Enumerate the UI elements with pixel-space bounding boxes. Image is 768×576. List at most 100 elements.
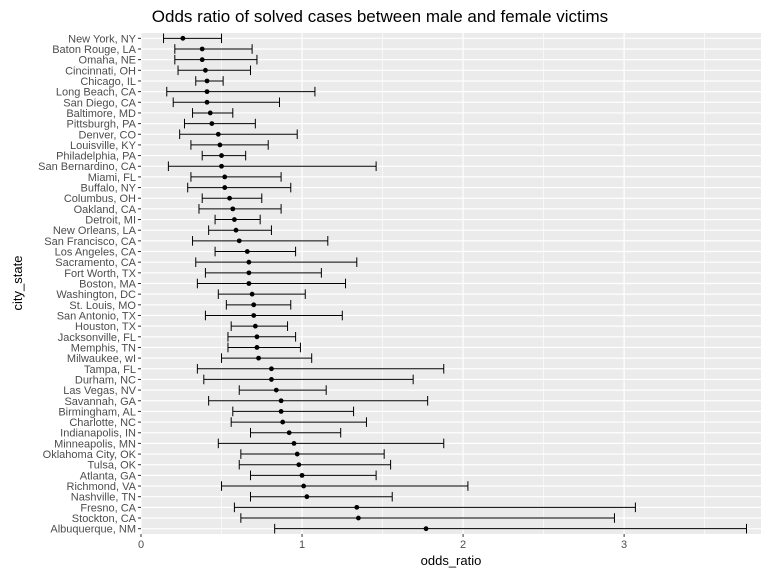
estimate-point <box>230 206 236 212</box>
x-tick-label: 0 <box>138 539 144 551</box>
estimate-point <box>254 345 260 350</box>
estimate-point <box>278 409 284 414</box>
y-tick-label: Omaha, NE <box>79 55 136 67</box>
estimate-point <box>180 35 186 41</box>
plot-marks <box>163 33 748 534</box>
y-tick-label: Birmingham, AL <box>58 406 136 418</box>
y-tick-label: San Diego, CA <box>63 97 136 109</box>
y-tick-label: Baltimore, MD <box>66 108 136 120</box>
y-tick-label: Jacksonville, FL <box>58 332 136 344</box>
estimate-point <box>251 313 257 318</box>
y-tick-label: Louisville, KY <box>70 140 137 152</box>
y-tick-label: Baton Rouge, LA <box>52 44 136 56</box>
estimate-point <box>219 163 224 169</box>
y-tick-label: New Orleans, LA <box>53 225 137 237</box>
estimate-point <box>215 131 221 137</box>
y-tick-label: Detroit, MI <box>85 215 136 227</box>
y-tick-label: Durham, NC <box>75 374 136 386</box>
estimate-point <box>199 57 205 63</box>
estimate-point <box>278 398 284 404</box>
estimate-point <box>296 462 302 468</box>
y-tick-label: Houston, TX <box>75 321 137 333</box>
estimate-point <box>207 110 213 116</box>
estimate-point <box>222 185 228 190</box>
y-tick-label: Long Beach, CA <box>56 87 137 99</box>
estimate-point <box>304 494 310 500</box>
x-axis: 0 1 2 3 <box>138 534 627 551</box>
estimate-point <box>294 451 300 457</box>
estimate-point <box>291 440 297 446</box>
estimate-point <box>227 195 232 201</box>
estimate-point <box>354 504 360 510</box>
estimate-point <box>301 483 307 489</box>
y-tick-label: Richmond, VA <box>67 481 137 493</box>
estimate-point <box>269 366 274 372</box>
y-tick-label: St. Louis, MO <box>69 300 136 312</box>
estimate-point <box>232 217 237 222</box>
y-tick-label: Fresno, CA <box>80 502 136 514</box>
y-tick-label: Savannah, GA <box>64 396 136 408</box>
y-tick-label: Buffalo, NY <box>81 183 137 195</box>
y-tick-label: San Francisco, CA <box>44 236 136 248</box>
estimate-point <box>269 377 274 382</box>
estimate-point <box>222 174 228 180</box>
grid-lines <box>140 33 761 534</box>
x-tick-label: 1 <box>299 539 305 551</box>
y-tick-label: New York, NY <box>68 33 137 45</box>
estimate-point <box>199 46 205 52</box>
estimate-point <box>219 153 224 158</box>
y-tick-label: Columbus, OH <box>64 193 136 205</box>
estimate-point <box>203 67 208 73</box>
y-tick-label: Memphis, TN <box>71 342 136 354</box>
y-tick-label: Cincinnati, OH <box>65 65 136 77</box>
estimate-point <box>204 99 210 105</box>
estimate-point <box>217 142 223 148</box>
estimate-point <box>209 121 215 127</box>
y-tick-label: Miami, FL <box>88 172 136 184</box>
y-tick-label: Oklahoma City, OK <box>43 449 137 461</box>
y-tick-label: Los Angeles, CA <box>55 247 137 259</box>
y-tick-label: Las Vegas, NV <box>63 385 136 397</box>
y-tick-label: Charlotte, NC <box>69 417 136 429</box>
x-axis-title: odds_ratio <box>421 553 482 568</box>
estimate-point <box>280 419 286 425</box>
y-tick-label: Chicago, IL <box>80 76 136 88</box>
estimate-point <box>251 302 257 308</box>
y-tick-label: Fort Worth, TX <box>64 268 136 280</box>
estimate-point <box>252 323 258 329</box>
y-tick-label: Atlanta, GA <box>80 470 137 482</box>
y-tick-label: Albuquerque, NM <box>50 524 136 536</box>
estimate-point <box>256 355 261 361</box>
estimate-point <box>286 430 292 436</box>
y-axis-title: city_state <box>10 256 25 311</box>
y-tick-label: San Bernardino, CA <box>38 161 136 173</box>
y-tick-label: San Antonio, TX <box>57 310 137 322</box>
chart-title: Odds ratio of solved cases between male … <box>152 7 608 26</box>
estimate-point <box>244 249 250 254</box>
estimate-point <box>246 281 252 286</box>
y-tick-label: Stockton, CA <box>72 513 137 525</box>
estimate-point <box>356 515 361 521</box>
y-tick-label: Denver, CO <box>79 129 137 141</box>
y-tick-label: Tampa, FL <box>84 364 136 376</box>
estimate-point <box>246 259 252 265</box>
y-tick-label: Washington, DC <box>56 289 136 301</box>
x-tick-label: 2 <box>460 539 466 551</box>
estimate-point <box>204 78 210 84</box>
estimate-point <box>273 387 279 393</box>
estimate-point <box>246 270 252 276</box>
estimate-point <box>233 227 239 233</box>
y-tick-label: Boston, MA <box>79 279 137 291</box>
y-tick-label: Oakland, CA <box>74 204 137 216</box>
y-tick-label: Milwaukee, wI <box>67 353 136 365</box>
estimate-point <box>204 89 210 95</box>
estimate-point <box>254 334 260 340</box>
estimate-point <box>249 291 255 297</box>
estimate-point <box>299 472 305 478</box>
y-tick-label: Tulsa, OK <box>88 460 137 472</box>
y-tick-label: Minneapolis, MN <box>54 438 136 450</box>
y-tick-label: Philadelphia, PA <box>56 151 137 163</box>
y-tick-label: Indianapolis, IN <box>60 428 136 440</box>
